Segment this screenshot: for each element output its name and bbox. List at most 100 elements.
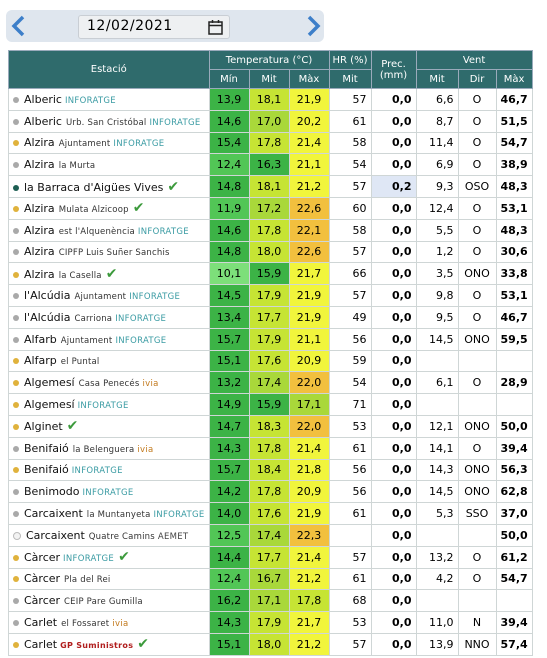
wind-mit bbox=[415, 393, 459, 416]
station-place: la Murta bbox=[58, 161, 96, 172]
t-max: 21,2 bbox=[288, 567, 330, 591]
wind-dir: ONO bbox=[457, 414, 497, 438]
station-cell: Carcaixent Quatre Camins AEMET bbox=[8, 523, 210, 547]
station-cell: Benimodo INFORATGE bbox=[8, 480, 210, 504]
wind-dir: O bbox=[457, 131, 497, 155]
t-max: 21,2 bbox=[288, 632, 330, 656]
t-mit: 18,0 bbox=[248, 632, 290, 656]
network: ivia bbox=[142, 379, 159, 390]
prev-day[interactable] bbox=[10, 14, 28, 38]
station-name: Algemesí bbox=[24, 376, 75, 390]
weather-table: Estació Temperatura (°C) HR (%) Prec. (m… bbox=[8, 50, 533, 656]
prec: 0,0 bbox=[370, 480, 417, 504]
prec: 0,0 bbox=[370, 436, 417, 460]
t-min: 14,8 bbox=[208, 240, 250, 264]
row: Alzira CIPFP Luis Suñer Sanchis 14,8 18,0 22… bbox=[8, 240, 533, 264]
hr: 57 bbox=[328, 632, 372, 656]
wind-dir: O bbox=[457, 218, 497, 242]
station-place: el Puntal bbox=[60, 357, 100, 368]
station-place: Ajuntament bbox=[58, 139, 111, 150]
row: Algemesí Casa Penecés ivia 13,2 17,4 22,0 54 0,… bbox=[8, 371, 533, 395]
network: INFORATGE bbox=[113, 139, 165, 150]
wind-dir bbox=[457, 589, 497, 613]
t-min: 14,3 bbox=[208, 611, 250, 634]
row: Alfarb Ajuntament INFORATGE 15,7 17,9 21,1 56 0… bbox=[8, 327, 533, 351]
wind-dir: O bbox=[457, 305, 497, 329]
status-dot bbox=[13, 162, 19, 169]
t-min: 11,9 bbox=[208, 196, 250, 220]
station-name: l'Alcúdia bbox=[24, 289, 71, 303]
hr: 57 bbox=[328, 284, 372, 307]
wind-dir bbox=[457, 393, 497, 416]
t-max: 22,0 bbox=[288, 414, 330, 438]
t-max: 21,8 bbox=[288, 458, 330, 482]
status-dot bbox=[13, 184, 19, 191]
calendar-icon[interactable] bbox=[208, 19, 223, 35]
prec: 0,0 bbox=[370, 284, 417, 307]
t-min: 15,1 bbox=[208, 349, 250, 373]
prec: 0,0 bbox=[370, 327, 417, 351]
prec: 0,0 bbox=[370, 88, 417, 111]
status-dot bbox=[13, 598, 19, 605]
status-dot bbox=[13, 380, 19, 387]
hr: 53 bbox=[328, 414, 372, 438]
station-cell: Càrcer CEIP Pare Gumilla bbox=[8, 589, 210, 613]
t-max: 21,1 bbox=[288, 327, 330, 351]
t-mit: 15,9 bbox=[248, 393, 290, 416]
t-max: 17,1 bbox=[288, 393, 330, 416]
prec: 0,0 bbox=[370, 131, 417, 155]
station-cell: Alzira CIPFP Luis Suñer Sanchis bbox=[8, 240, 210, 264]
t-max: 21,4 bbox=[288, 131, 330, 155]
t-mit: 18,1 bbox=[248, 88, 290, 111]
station-name: Alzira bbox=[24, 202, 55, 216]
t-min: 14,7 bbox=[208, 414, 250, 438]
t-mit: 17,6 bbox=[248, 349, 290, 373]
wind-max: 56,3 bbox=[495, 458, 533, 482]
station-name: Alginet bbox=[24, 420, 63, 434]
t-max: 20,2 bbox=[288, 109, 330, 133]
station-cell: Alberic INFORATGE bbox=[8, 88, 210, 111]
wind-dir: O bbox=[457, 436, 497, 460]
t-min: 14,5 bbox=[208, 284, 250, 307]
status-dot bbox=[13, 555, 19, 562]
network: INFORATGE bbox=[137, 226, 189, 237]
t-min: 15,4 bbox=[208, 131, 250, 155]
wind-mit: 5,3 bbox=[415, 502, 459, 525]
t-mit: 16,3 bbox=[248, 153, 290, 177]
wind-dir: O bbox=[457, 88, 497, 111]
wind-max: 59,5 bbox=[495, 327, 533, 351]
row: Alzira Mulata Alzicoop ✔ 11,9 17,2 22,6 60 0,0 1… bbox=[8, 196, 533, 220]
wind-max: 33,8 bbox=[495, 262, 533, 286]
wind-dir: ONO bbox=[457, 327, 497, 351]
hr: 61 bbox=[328, 567, 372, 591]
date-bar: 12/02/2021 bbox=[6, 10, 324, 42]
t-mit: 17,4 bbox=[248, 371, 290, 395]
t-min: 13,2 bbox=[208, 371, 250, 395]
station-cell: Alzira Mulata Alzicoop ✔ bbox=[8, 196, 210, 220]
status-dot bbox=[13, 620, 19, 627]
date-input[interactable]: 12/02/2021 bbox=[78, 15, 230, 39]
prec: 0,0 bbox=[370, 414, 417, 438]
t-min: 14,2 bbox=[208, 480, 250, 504]
station-cell: Algemesí INFORATGE bbox=[8, 393, 210, 416]
network: INFORATGE bbox=[115, 335, 167, 346]
t-min: 15,7 bbox=[208, 458, 250, 482]
t-min: 15,7 bbox=[208, 327, 250, 351]
wind-max bbox=[495, 393, 533, 416]
row: Alfarp el Puntal 15,1 17,6 20,9 59 0,0 bbox=[8, 349, 533, 373]
wind-dir: O bbox=[457, 109, 497, 133]
status-dot bbox=[13, 96, 19, 103]
station-place: Ajuntament bbox=[74, 292, 127, 303]
t-mit: 17,7 bbox=[248, 545, 290, 569]
network: ivia bbox=[137, 444, 154, 455]
wind-mit: 12,1 bbox=[415, 414, 459, 438]
status-dot bbox=[13, 402, 19, 409]
wind-dir: N bbox=[457, 611, 497, 634]
next-day[interactable] bbox=[304, 14, 322, 38]
row: Alginet ✔ 14,7 18,3 22,0 53 0,0 12,1 ONO 50,0 bbox=[8, 414, 533, 438]
sub-min: Mín bbox=[208, 69, 250, 89]
sub-wind-max: Màx bbox=[495, 69, 533, 89]
station-place: est l'Alquenència bbox=[58, 226, 135, 237]
header-hr: HR (%) bbox=[328, 50, 372, 70]
row: Càrcer Pla del Rei 12,4 16,7 21,2 61 0,0 4,2 O 54… bbox=[8, 567, 533, 591]
